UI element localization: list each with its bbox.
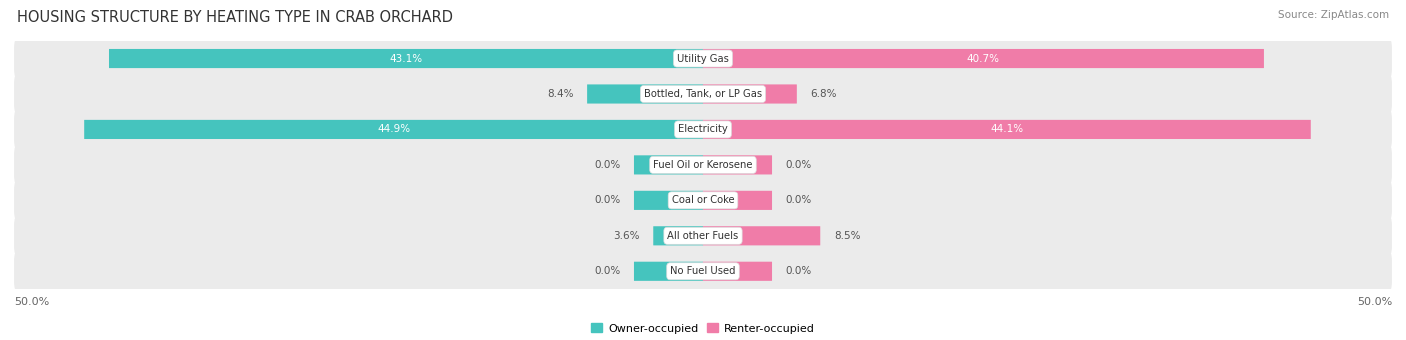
Text: Electricity: Electricity <box>678 124 728 134</box>
Text: 43.1%: 43.1% <box>389 53 423 64</box>
FancyBboxPatch shape <box>703 262 772 281</box>
Text: 44.9%: 44.9% <box>377 124 411 134</box>
Text: HOUSING STRUCTURE BY HEATING TYPE IN CRAB ORCHARD: HOUSING STRUCTURE BY HEATING TYPE IN CRA… <box>17 10 453 25</box>
Text: 0.0%: 0.0% <box>595 160 620 170</box>
Text: Source: ZipAtlas.com: Source: ZipAtlas.com <box>1278 10 1389 20</box>
Text: Bottled, Tank, or LP Gas: Bottled, Tank, or LP Gas <box>644 89 762 99</box>
FancyBboxPatch shape <box>703 49 1264 68</box>
Text: 0.0%: 0.0% <box>786 266 811 276</box>
Text: 40.7%: 40.7% <box>967 53 1000 64</box>
FancyBboxPatch shape <box>634 155 703 174</box>
Text: No Fuel Used: No Fuel Used <box>671 266 735 276</box>
FancyBboxPatch shape <box>634 191 703 210</box>
Text: Coal or Coke: Coal or Coke <box>672 195 734 205</box>
FancyBboxPatch shape <box>703 155 772 174</box>
Text: All other Fuels: All other Fuels <box>668 231 738 241</box>
FancyBboxPatch shape <box>110 49 703 68</box>
FancyBboxPatch shape <box>14 180 1392 221</box>
FancyBboxPatch shape <box>14 144 1392 186</box>
FancyBboxPatch shape <box>14 215 1392 257</box>
FancyBboxPatch shape <box>703 120 1310 139</box>
FancyBboxPatch shape <box>703 84 797 104</box>
FancyBboxPatch shape <box>14 73 1392 115</box>
Text: 6.8%: 6.8% <box>810 89 837 99</box>
FancyBboxPatch shape <box>634 262 703 281</box>
Text: 0.0%: 0.0% <box>595 266 620 276</box>
Text: 0.0%: 0.0% <box>786 195 811 205</box>
Text: 8.4%: 8.4% <box>547 89 574 99</box>
FancyBboxPatch shape <box>14 250 1392 292</box>
Text: 0.0%: 0.0% <box>786 160 811 170</box>
Text: 50.0%: 50.0% <box>14 297 49 307</box>
Text: 3.6%: 3.6% <box>613 231 640 241</box>
Text: Utility Gas: Utility Gas <box>678 53 728 64</box>
Text: 8.5%: 8.5% <box>834 231 860 241</box>
FancyBboxPatch shape <box>588 84 703 104</box>
FancyBboxPatch shape <box>84 120 703 139</box>
Text: 50.0%: 50.0% <box>1357 297 1392 307</box>
FancyBboxPatch shape <box>14 108 1392 150</box>
Legend: Owner-occupied, Renter-occupied: Owner-occupied, Renter-occupied <box>586 319 820 338</box>
FancyBboxPatch shape <box>654 226 703 245</box>
Text: 0.0%: 0.0% <box>595 195 620 205</box>
FancyBboxPatch shape <box>14 38 1392 80</box>
Text: 44.1%: 44.1% <box>990 124 1024 134</box>
Text: Fuel Oil or Kerosene: Fuel Oil or Kerosene <box>654 160 752 170</box>
FancyBboxPatch shape <box>703 191 772 210</box>
FancyBboxPatch shape <box>703 226 820 245</box>
